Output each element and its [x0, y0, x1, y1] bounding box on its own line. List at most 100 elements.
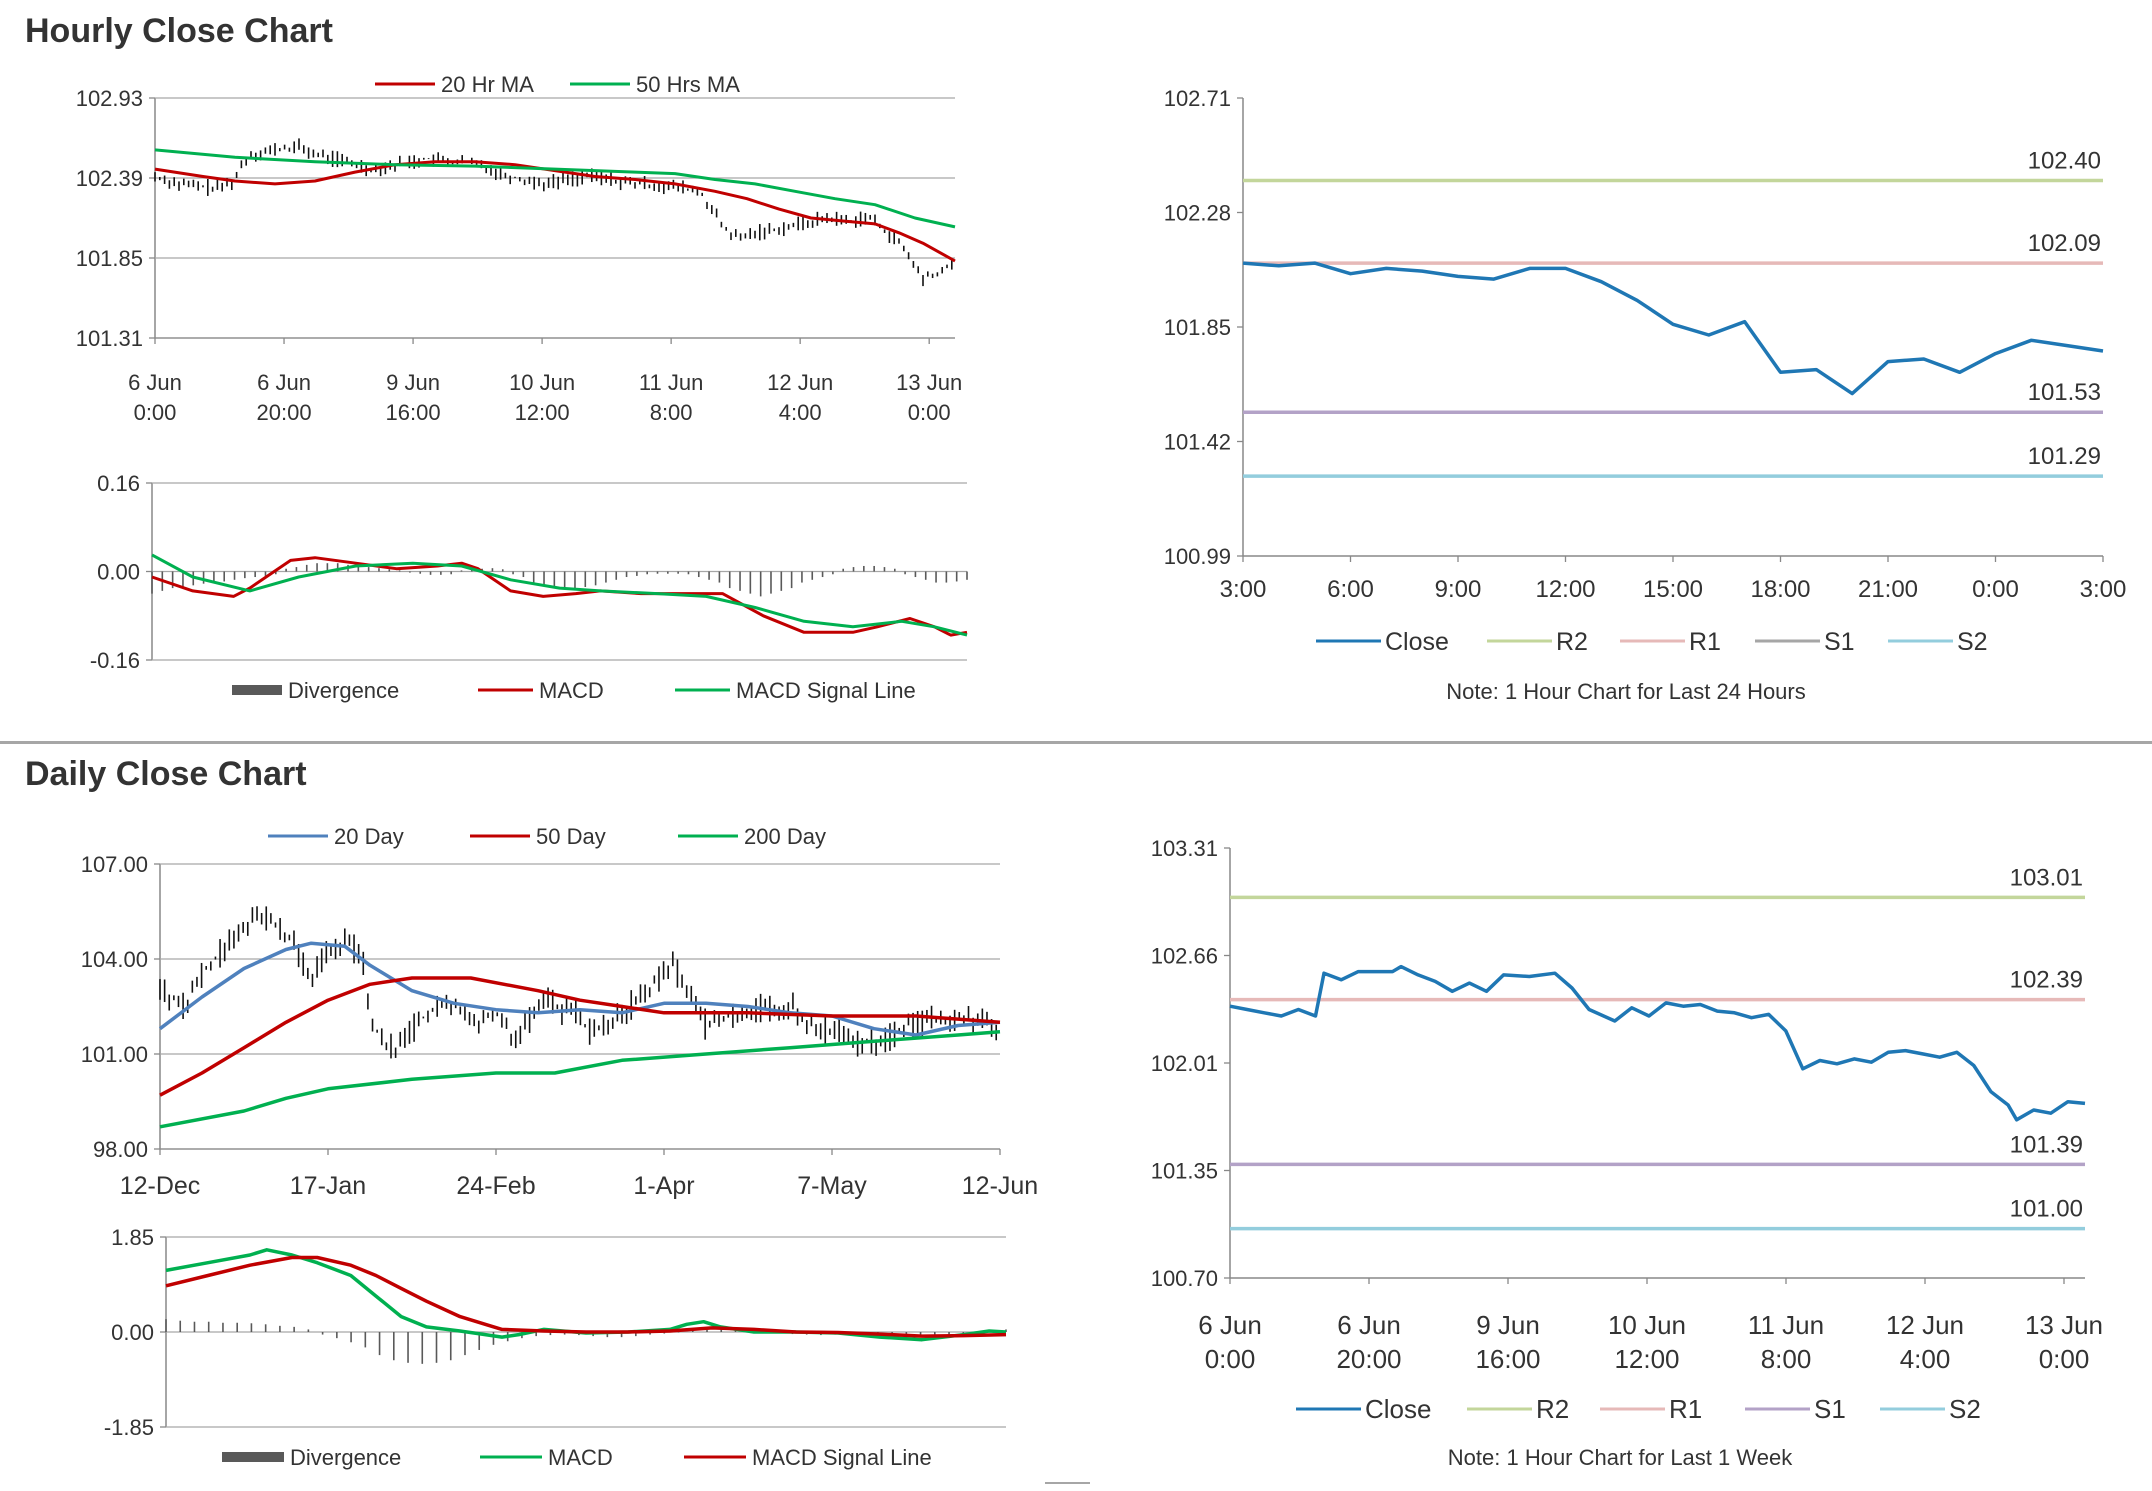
x-tick-label: 11 Jun [639, 370, 703, 395]
legend-label: MACD Signal Line [736, 678, 916, 703]
chart-note: Note: 1 Hour Chart for Last 1 Week [1448, 1445, 1793, 1470]
legend-label: Close [1365, 1394, 1431, 1424]
x-tick-label: 18:00 [1750, 576, 1810, 603]
y-tick-label: 102.93 [76, 86, 143, 111]
y-tick-label: 98.00 [93, 1137, 148, 1162]
level-label: 101.53 [2028, 379, 2101, 406]
y-tick-label: -1.85 [104, 1415, 154, 1440]
x-tick-label: 4:00 [779, 400, 822, 425]
y-tick-label: 100.99 [1164, 544, 1231, 569]
x-tick-label: 1-Apr [633, 1172, 694, 1200]
50-day-line [159, 976, 1001, 1097]
legend-label: 50 Day [536, 824, 606, 849]
x-tick-label: 12-Dec [120, 1172, 201, 1200]
y-tick-label: 101.85 [1164, 315, 1231, 340]
legend-label: MACD [548, 1445, 613, 1470]
legend-label: MACD Signal Line [752, 1445, 932, 1470]
x-tick-label: 0:00 [2039, 1344, 2090, 1374]
legend-swatch [232, 685, 282, 695]
y-tick-label: 1.85 [111, 1225, 154, 1250]
x-tick-label: 6:00 [1327, 576, 1374, 603]
series-line-20hr-ma [154, 160, 956, 263]
legend-label: S2 [1949, 1394, 1981, 1424]
legend-label: Close [1385, 628, 1449, 656]
x-tick-label: 13 Jun [2025, 1310, 2103, 1340]
y-tick-label: 101.42 [1164, 430, 1231, 455]
daily-section-title: Daily Close Chart [25, 755, 307, 793]
x-tick-label: 6 Jun [257, 370, 311, 395]
macd-signal-line [151, 553, 968, 637]
legend-label: S1 [1824, 628, 1855, 656]
x-tick-label: 6 Jun [1337, 1310, 1401, 1340]
hourly-section-title: Hourly Close Chart [25, 12, 333, 50]
y-tick-label: 101.31 [76, 326, 143, 351]
legend-label: Divergence [290, 1445, 401, 1470]
macd-signal-line [165, 1255, 1007, 1338]
y-tick-label: 102.71 [1164, 86, 1231, 111]
x-tick-label: 6 Jun [128, 370, 182, 395]
y-tick-label: 102.28 [1164, 201, 1231, 226]
legend-swatch [222, 1452, 284, 1462]
y-tick-label: 0.00 [97, 560, 140, 585]
x-tick-label: 9 Jun [386, 370, 440, 395]
legend-label: S2 [1957, 628, 1988, 656]
y-tick-label: 0.00 [111, 1320, 154, 1345]
200-day-line [159, 1030, 1001, 1129]
level-label: 101.39 [2010, 1131, 2083, 1158]
x-tick-label: 7-May [797, 1172, 867, 1200]
x-tick-label: 16:00 [386, 400, 441, 425]
x-tick-label: 6 Jun [1198, 1310, 1262, 1340]
level-label: 101.29 [2028, 443, 2101, 470]
y-tick-label: 102.39 [76, 166, 143, 191]
x-tick-label: 9:00 [1435, 576, 1482, 603]
x-tick-label: 0:00 [134, 400, 177, 425]
daily-price-chart: 107.00 104.00 101.00 98.00 12-Dec 17-Jan 24-Fe… [81, 824, 1039, 1200]
x-tick-label: 12-Jun [962, 1172, 1038, 1200]
x-tick-label: 0:00 [1205, 1344, 1256, 1374]
x-tick-label: 20:00 [257, 400, 312, 425]
y-tick-label: 107.00 [81, 852, 148, 877]
legend-label: R2 [1556, 628, 1588, 656]
footer-rule [1045, 1482, 1090, 1484]
macd-line [151, 556, 968, 637]
level-label: 102.39 [2010, 967, 2083, 994]
x-tick-label: 12:00 [1614, 1344, 1679, 1374]
legend-label: 20 Hr MA [441, 72, 534, 97]
x-tick-label: 3:00 [2080, 576, 2127, 603]
legend-label: Divergence [288, 678, 399, 703]
x-tick-label: 12:00 [515, 400, 570, 425]
legend-label: R1 [1669, 1394, 1702, 1424]
x-tick-label: 17-Jan [290, 1172, 366, 1200]
x-tick-label: 11 Jun [1748, 1310, 1824, 1340]
x-tick-label: 10 Jun [1608, 1310, 1686, 1340]
chart-note: Note: 1 Hour Chart for Last 24 Hours [1446, 679, 1806, 704]
macd-line [165, 1248, 1007, 1342]
x-tick-label: 0:00 [1972, 576, 2019, 603]
x-tick-label: 3:00 [1220, 576, 1267, 603]
x-tick-label: 8:00 [1761, 1344, 1812, 1374]
x-tick-label: 8:00 [650, 400, 693, 425]
y-tick-label: 101.35 [1151, 1159, 1218, 1184]
x-tick-label: 10 Jun [509, 370, 575, 395]
x-tick-label: 12 Jun [1886, 1310, 1964, 1340]
y-tick-label: 0.16 [97, 471, 140, 496]
section-divider [0, 741, 2152, 744]
x-tick-label: 21:00 [1858, 576, 1918, 603]
legend-label: R2 [1536, 1394, 1569, 1424]
level-label: 102.40 [2028, 148, 2101, 175]
daily-macd-chart: 1.85 0.00 -1.85 Divergence MACD MACD Signal L… [104, 1225, 1007, 1470]
close-line [1229, 964, 2086, 1122]
y-tick-label: 101.00 [81, 1042, 148, 1067]
hourly-close-24h-chart: 102.71 102.28 101.85 101.42 100.99 3:00 6:00 9:… [1164, 86, 2127, 704]
x-tick-label: 15:00 [1643, 576, 1703, 603]
hourly-price-chart: 102.93 102.39 101.85 101.31 6 Jun 0:00 6 Jun 20… [76, 72, 963, 425]
legend-label: 50 Hrs MA [636, 72, 740, 97]
x-tick-label: 12:00 [1535, 576, 1595, 603]
y-tick-label: 102.66 [1151, 944, 1218, 969]
y-tick-label: 103.31 [1151, 836, 1218, 861]
y-tick-label: 102.01 [1151, 1051, 1218, 1076]
x-tick-label: 20:00 [1336, 1344, 1401, 1374]
x-tick-label: 4:00 [1900, 1344, 1951, 1374]
x-tick-label: 13 Jun [896, 370, 962, 395]
